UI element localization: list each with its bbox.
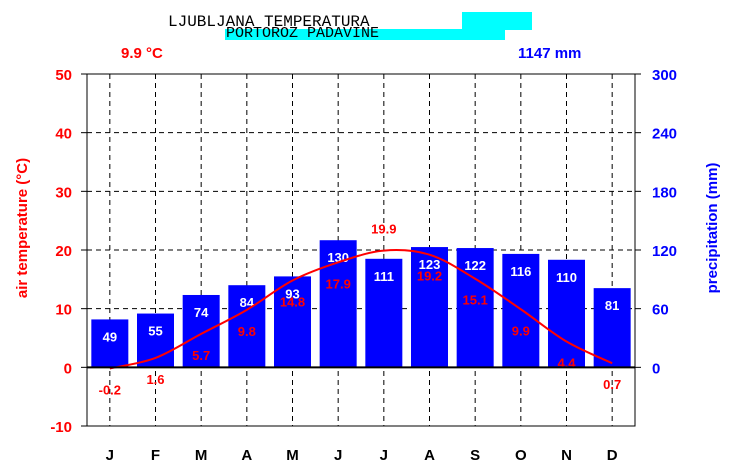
month-tick-label: J bbox=[334, 447, 342, 464]
month-tick-label: J bbox=[380, 447, 388, 464]
summary-temperature: 9.9 °C bbox=[121, 45, 163, 62]
month-tick-label: M bbox=[195, 447, 208, 464]
month-tick-label: O bbox=[515, 447, 527, 464]
temperature-label: 19.9 bbox=[371, 222, 396, 237]
precipitation-label: 122 bbox=[464, 258, 486, 273]
precipitation-bar bbox=[548, 259, 585, 368]
precipitation-bar bbox=[274, 276, 311, 368]
grid-layer bbox=[87, 73, 635, 427]
temperature-label: 9.9 bbox=[512, 323, 530, 338]
tick-labels-layer: -10 0 10 20 30 40 50 0 60 120 180 240 300 J F M A M J J A S O N… bbox=[50, 67, 677, 464]
temperature-label: 1.6 bbox=[146, 372, 164, 387]
temperature-label: 17.9 bbox=[326, 276, 351, 291]
month-tick-label: S bbox=[470, 447, 480, 464]
left-tick-label: -10 bbox=[50, 419, 72, 436]
right-tick-label: 180 bbox=[652, 184, 677, 201]
left-tick-label: 0 bbox=[64, 360, 72, 377]
month-tick-label: F bbox=[151, 447, 160, 464]
precipitation-label: 55 bbox=[148, 324, 162, 339]
precipitation-label: 49 bbox=[103, 329, 117, 344]
month-tick-label: N bbox=[561, 447, 572, 464]
right-tick-label: 240 bbox=[652, 126, 677, 143]
temperature-label: 0.7 bbox=[603, 377, 621, 392]
precipitation-bar bbox=[365, 258, 403, 368]
precipitation-bar bbox=[137, 313, 174, 368]
month-tick-label: M bbox=[286, 447, 299, 464]
temperature-label: -0.2 bbox=[99, 383, 121, 398]
left-tick-label: 50 bbox=[55, 67, 72, 84]
month-tick-label: J bbox=[106, 447, 114, 464]
left-tick-label: 20 bbox=[55, 243, 72, 260]
right-axis-title: precipitation (mm) bbox=[704, 163, 721, 294]
right-tick-label: 0 bbox=[652, 360, 660, 377]
month-tick-label: A bbox=[424, 447, 435, 464]
right-tick-label: 120 bbox=[652, 243, 677, 260]
precipitation-bar bbox=[593, 288, 631, 368]
precipitation-bar bbox=[502, 253, 540, 368]
precipitation-bar bbox=[91, 319, 129, 368]
month-tick-label: A bbox=[241, 447, 252, 464]
right-tick-label: 300 bbox=[652, 67, 677, 84]
temperature-line bbox=[109, 249, 613, 370]
month-tick-label: D bbox=[607, 447, 618, 464]
precipitation-bar bbox=[182, 294, 220, 368]
precipitation-bar bbox=[228, 285, 266, 368]
left-axis-title: air temperature (°C) bbox=[14, 158, 31, 298]
temperature-label: 5.7 bbox=[192, 348, 210, 363]
precipitation-label: 110 bbox=[556, 270, 577, 285]
title-highlight-box bbox=[462, 12, 532, 30]
left-tick-label: 40 bbox=[55, 126, 72, 143]
right-tick-label: 60 bbox=[652, 302, 669, 319]
temperature-label: 14.8 bbox=[280, 295, 305, 310]
precipitation-label: 84 bbox=[240, 295, 255, 310]
temperature-label: 9.8 bbox=[238, 324, 256, 339]
precipitation-label: 123 bbox=[419, 257, 441, 272]
left-tick-label: 10 bbox=[55, 302, 72, 319]
temperature-label: 19.2 bbox=[417, 269, 442, 284]
precipitation-label: 111 bbox=[374, 269, 394, 284]
precipitation-label: 116 bbox=[510, 264, 531, 279]
temperature-label: 15.1 bbox=[463, 293, 488, 308]
precipitation-label: 81 bbox=[605, 298, 619, 313]
precipitation-label: 93 bbox=[285, 286, 299, 301]
left-tick-label: 30 bbox=[55, 184, 72, 201]
summary-precipitation: 1147 mm bbox=[518, 45, 581, 62]
temperature-line-layer: -0.21.65.79.814.817.919.919.215.19.94.40… bbox=[99, 222, 622, 398]
precipitation-label: 74 bbox=[194, 305, 209, 320]
chart-subtitle: PORTOROZ PADAVINE bbox=[226, 25, 379, 42]
subtitle-highlight-box bbox=[225, 29, 505, 40]
precipitation-bar bbox=[456, 248, 494, 368]
plot-frame-layer bbox=[81, 73, 641, 427]
chart-title: LJUBLJANA TEMPERATURA bbox=[168, 13, 370, 31]
precipitation-bar bbox=[411, 247, 448, 368]
